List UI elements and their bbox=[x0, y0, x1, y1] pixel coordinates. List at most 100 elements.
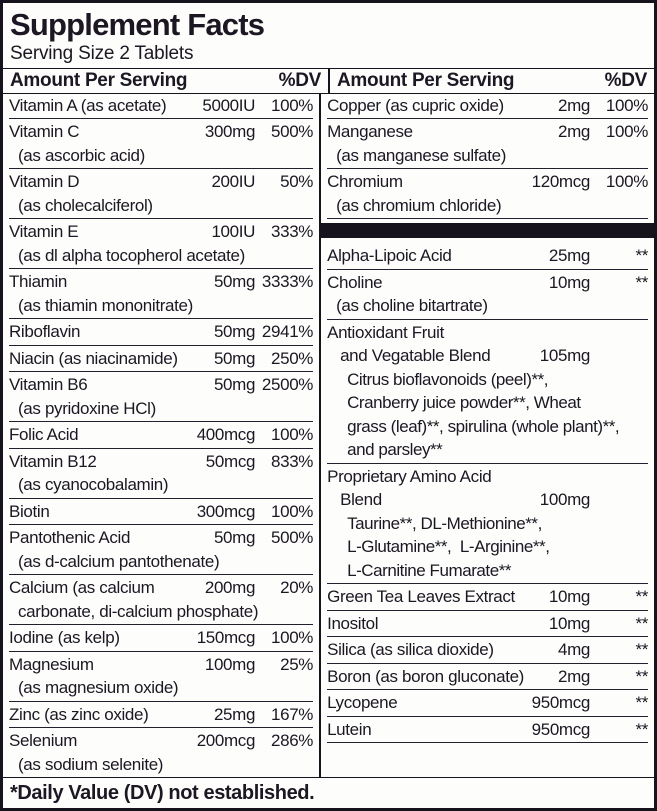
nutrient-row: Chromium 120mcg 100% (as chromium chloride) bbox=[327, 169, 648, 220]
amount-per-serving-header: Amount Per Serving bbox=[10, 69, 188, 91]
right-column-header: Amount Per Serving %DV bbox=[328, 68, 654, 93]
left-nutrient-column: Vitamin A (as acetate) 5000IU 100% Vitamin … bbox=[3, 93, 319, 778]
nutrient-row: Vitamin B12 50mcg 833% (as cyanocobalamin) bbox=[9, 449, 313, 499]
nutrient-amount: 50mg bbox=[213, 528, 256, 548]
nutrient-source: (as sodium selenite) bbox=[18, 754, 164, 774]
nutrient-row: Calcium (as calcium 200mg 20% carbonate, di… bbox=[9, 575, 313, 626]
nutrient-dv: 2941% bbox=[261, 322, 314, 342]
nutrient-line: Vitamin C 300mg 500% bbox=[9, 120, 313, 144]
nutrient-dv: 100% bbox=[270, 95, 314, 115]
nutrient-row: Niacin (as niacinamide) 50mg 250% bbox=[9, 346, 313, 373]
nutrient-dv bbox=[590, 321, 648, 345]
nutrient-line: Alpha-Lipoic Acid 25mg ** bbox=[327, 244, 648, 268]
nutrient-line: Choline 10mg ** bbox=[327, 271, 648, 295]
nutrient-name: Iodine (as kelp) bbox=[9, 628, 120, 648]
nutrient-dv: 50% bbox=[280, 172, 314, 192]
nutrient-amount: 200mg bbox=[204, 578, 256, 598]
nutrient-line: Biotin 300mcg 100% bbox=[9, 500, 313, 524]
daily-value-footnote: *Daily Value (DV) not established. bbox=[10, 782, 315, 804]
nutrient-amount: 300mcg bbox=[196, 501, 256, 521]
nutrient-amount: 50mg bbox=[213, 375, 256, 395]
nutrient-amount: 300mg bbox=[204, 122, 256, 142]
nutrient-dv: 100% bbox=[605, 95, 648, 115]
nutrient-name: Vitamin B12 bbox=[9, 451, 97, 471]
nutrient-row: Thiamin 50mg 3333% (as thiamin mononitrate) bbox=[9, 269, 313, 320]
nutrient-amount: 25mg bbox=[548, 246, 590, 266]
nutrient-name: Riboflavin bbox=[9, 322, 81, 342]
nutrient-amount: 4mg bbox=[557, 640, 590, 660]
nutrient-amount: 50mg bbox=[213, 348, 256, 368]
nutrient-dv bbox=[590, 465, 648, 489]
nutrient-row: Copper (as cupric oxide) 2mg 100% bbox=[327, 93, 648, 120]
nutrient-row: Pantothenic Acid 50mg 500% (as d-calcium pa… bbox=[9, 525, 313, 576]
nutrient-source: (as dl alpha tocopherol acetate) bbox=[18, 245, 245, 265]
left-column-header: Amount Per Serving %DV bbox=[3, 69, 328, 93]
nutrient-dv bbox=[590, 344, 648, 368]
nutrient-amount: 105mg bbox=[539, 346, 591, 366]
nutrient-amount: 200mcg bbox=[196, 731, 256, 751]
nutrient-amount: 950mcg bbox=[531, 719, 591, 739]
nutrient-dv: ** bbox=[635, 587, 648, 607]
nutrient-dv: 500% bbox=[270, 122, 314, 142]
nutrient-row: Proprietary Amino Acid Blend 100mg Taurine*… bbox=[327, 464, 648, 585]
nutrient-line: Selenium 200mcg 286% bbox=[9, 729, 313, 753]
nutrient-dv: ** bbox=[635, 246, 648, 266]
nutrient-dv: 3333% bbox=[261, 272, 314, 292]
nutrient-amount: 50mg bbox=[213, 322, 256, 342]
nutrient-row: Iodine (as kelp) 150mcg 100% bbox=[9, 625, 313, 652]
nutrient-name: and Vegatable Blend bbox=[340, 346, 491, 366]
nutrient-line: Antioxidant Fruit bbox=[327, 321, 648, 345]
nutrient-row: Green Tea Leaves Extract 10mg ** bbox=[327, 584, 648, 611]
nutrient-dv: ** bbox=[635, 613, 648, 633]
nutrient-source: (as chromium chloride) bbox=[336, 195, 502, 215]
nutrient-source: (as manganese sulfate) bbox=[336, 145, 507, 165]
nutrient-dv bbox=[590, 488, 648, 512]
nutrient-line: Thiamin 50mg 3333% bbox=[9, 270, 313, 294]
serving-size: Serving Size 2 Tablets bbox=[10, 43, 194, 64]
nutrient-amount: 200IU bbox=[211, 172, 256, 192]
nutrient-row: Inositol 10mg ** bbox=[327, 611, 648, 638]
nutrient-source: (as cholecalciferol) bbox=[18, 195, 153, 215]
nutrient-amount: 950mcg bbox=[531, 693, 591, 713]
nutrient-source: (as thiamin mononitrate) bbox=[18, 295, 193, 315]
nutrient-source: (as magnesium oxide) bbox=[18, 678, 179, 698]
nutrient-name: Manganese bbox=[327, 122, 413, 142]
label-title: Supplement Facts bbox=[10, 7, 265, 42]
nutrient-line: Iodine (as kelp) 150mcg 100% bbox=[9, 626, 313, 650]
nutrient-name: Magnesium bbox=[9, 654, 94, 674]
nutrient-line: Calcium (as calcium 200mg 20% bbox=[9, 576, 313, 600]
nutrient-line: Magnesium 100mg 25% bbox=[9, 653, 313, 677]
nutrient-name: Antioxidant Fruit bbox=[327, 322, 444, 342]
nutrient-line: Vitamin A (as acetate) 5000IU 100% bbox=[9, 94, 313, 118]
nutrient-amount bbox=[524, 321, 590, 345]
nutrient-dv: 100% bbox=[270, 628, 314, 648]
nutrient-line: Pantothenic Acid 50mg 500% bbox=[9, 526, 313, 550]
nutrient-source: carbonate, di-calcium phosphate) bbox=[18, 601, 259, 621]
nutrient-name: Blend bbox=[340, 490, 382, 510]
nutrient-amount: 10mg bbox=[548, 587, 590, 607]
nutrient-row: Antioxidant Fruit and Vegatable Blend 105m… bbox=[327, 320, 648, 464]
nutrient-row: Vitamin B6 50mg 2500% (as pyridoxine HCl) bbox=[9, 372, 314, 423]
nutrient-dv: 100% bbox=[270, 425, 314, 445]
nutrient-row: Manganese 2mg 100% (as manganese sulfate) bbox=[327, 119, 648, 170]
blend-ingredient: Taurine**, DL-Methionine**, bbox=[347, 513, 542, 533]
nutrient-name: Copper (as cupric oxide) bbox=[327, 95, 504, 115]
nutrient-table: Vitamin A (as acetate) 5000IU 100% Vitamin … bbox=[3, 92, 654, 778]
blend-ingredient: Cranberry juice powder**, Wheat bbox=[347, 393, 581, 413]
nutrient-dv: 286% bbox=[270, 731, 314, 751]
nutrient-amount: 2mg bbox=[557, 666, 590, 686]
nutrient-amount: 2mg bbox=[557, 95, 590, 115]
blend-ingredient: Citrus bioflavonoids (peel)**, bbox=[347, 369, 549, 389]
nutrient-row: Vitamin A (as acetate) 5000IU 100% bbox=[9, 93, 313, 120]
nutrient-name: Boron (as boron gluconate) bbox=[327, 666, 524, 686]
nutrient-dv: 25% bbox=[280, 654, 314, 674]
nutrient-name: Vitamin A (as acetate) bbox=[9, 95, 167, 115]
nutrient-dv: 250% bbox=[270, 348, 314, 368]
nutrient-amount: 10mg bbox=[548, 272, 590, 292]
nutrient-dv: 2500% bbox=[261, 375, 314, 395]
nutrient-name: Inositol bbox=[327, 613, 379, 633]
nutrient-line: Riboflavin 50mg 2941% bbox=[9, 320, 313, 344]
nutrient-source: (as choline bitartrate) bbox=[336, 296, 488, 316]
nutrient-amount: 10mg bbox=[548, 613, 590, 633]
amount-per-serving-header: Amount Per Serving bbox=[337, 69, 515, 91]
